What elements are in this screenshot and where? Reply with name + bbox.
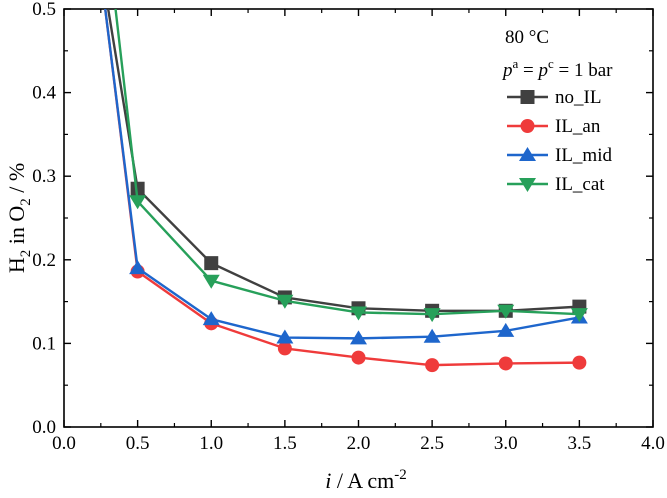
pressure-p-cathode: p <box>537 60 549 81</box>
data-point-IL_cat <box>350 306 367 321</box>
pressure-sup-cathode: c <box>548 56 554 71</box>
data-point-IL_mid <box>423 328 441 343</box>
legend-swatch-marker <box>519 147 536 161</box>
y-axis-title-unit: / % <box>4 163 29 198</box>
y-tick-label: 0.5 <box>32 0 56 20</box>
x-axis-title-unit: / A cm <box>331 468 394 493</box>
data-point-IL_an <box>498 356 513 371</box>
series-IL_cat <box>114 9 588 323</box>
pressure-value: = 1 bar <box>554 60 613 81</box>
legend-item-IL_an: IL_an <box>507 116 601 137</box>
x-tick-label: 0.5 <box>126 433 150 454</box>
x-axis-title-exponent: -2 <box>394 467 407 483</box>
x-tick-label: 2.0 <box>347 433 371 454</box>
y-tick-label: 0.1 <box>32 333 56 354</box>
legend-label: IL_an <box>555 116 601 137</box>
y-axis-title-sub1: 2 <box>18 250 34 258</box>
data-point-IL_an <box>351 350 366 365</box>
legend-swatch-marker <box>520 90 535 104</box>
data-point-no_IL <box>204 256 219 271</box>
legend-label: no_IL <box>555 87 601 108</box>
axes: 0.0 0.5 1.0 1.5 2.0 2.5 3.0 3.5 4.0 0.0 0.1 0.2 0.3 0… <box>32 0 665 454</box>
data-point-IL_an <box>572 355 587 370</box>
pressure-p-anode: p <box>501 60 513 81</box>
pressure-equals: = <box>518 60 538 81</box>
y-tick-label: 0.0 <box>32 417 56 438</box>
legend-item-IL_cat: IL_cat <box>507 174 605 195</box>
data-point-IL_cat <box>423 308 441 323</box>
y-axis-title-sub2: 2 <box>18 198 34 206</box>
data-point-IL_mid <box>129 260 147 275</box>
y-tick-label: 0.2 <box>32 250 56 271</box>
data-point-no_IL <box>130 181 145 196</box>
legend: no_IL IL_an IL_mid IL_cat <box>507 87 612 195</box>
series-line-IL_an <box>104 9 580 367</box>
annotation-temperature: 80 °C <box>505 27 549 48</box>
x-tick-label: 0.0 <box>52 433 76 454</box>
x-tick-label: 4.0 <box>641 433 665 454</box>
series-IL_mid <box>104 9 588 345</box>
data-point-IL_cat <box>202 274 220 289</box>
x-tick-label: 2.5 <box>420 433 444 454</box>
y-axis-title-h: H <box>4 257 29 273</box>
data-point-IL_an <box>425 358 440 373</box>
legend-item-IL_mid: IL_mid <box>507 145 612 166</box>
legend-label: IL_cat <box>555 174 605 195</box>
series-line-no_IL <box>106 9 580 312</box>
y-tick-label: 0.3 <box>32 166 56 187</box>
data-point-IL_an <box>277 341 292 356</box>
legend-item-no_IL: no_IL <box>507 87 601 108</box>
x-tick-label: 3.5 <box>568 433 592 454</box>
x-tick-label: 3.0 <box>494 433 518 454</box>
data-point-IL_mid <box>276 329 294 344</box>
x-axis-title-variable: i <box>325 468 331 493</box>
x-tick-label: 1.0 <box>199 433 223 454</box>
y-tick-label: 0.4 <box>32 83 56 104</box>
x-tick-label: 1.5 <box>273 433 297 454</box>
y-axis-title: H2 in O2 / % <box>4 163 34 273</box>
y-axis-title-middle: in O <box>4 206 29 250</box>
legend-swatch-marker <box>519 178 536 192</box>
data-point-IL_cat <box>129 195 147 210</box>
series-line-IL_mid <box>104 9 580 340</box>
data-point-IL_mid <box>497 322 515 337</box>
pressure-sup-anode: a <box>513 56 519 71</box>
data-point-IL_mid <box>202 311 220 326</box>
legend-swatch-marker <box>520 119 535 133</box>
series-line-IL_cat <box>114 9 580 316</box>
data-point-IL_cat <box>497 304 515 319</box>
x-axis-title: i / A cm-2 <box>325 467 407 493</box>
data-point-IL_cat <box>276 294 294 309</box>
series-layer <box>104 9 588 373</box>
data-point-IL_cat <box>570 308 588 323</box>
annotation-pressure: pa = pc = 1 bar <box>501 56 613 81</box>
data-point-IL_mid <box>350 330 367 345</box>
legend-label: IL_mid <box>555 145 612 166</box>
